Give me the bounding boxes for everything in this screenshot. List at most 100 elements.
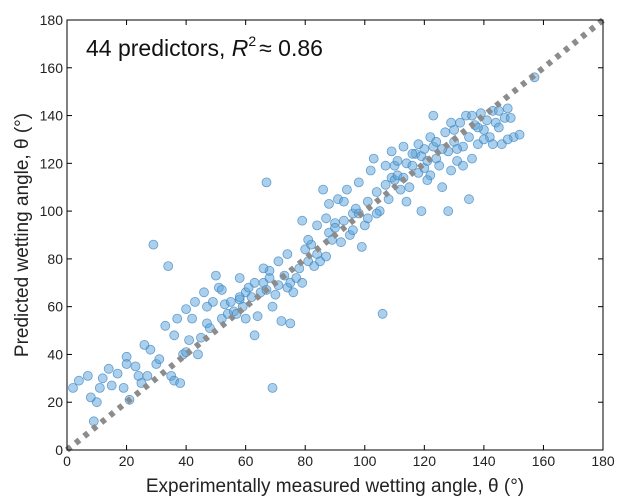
data-point [321,213,332,224]
data-point [187,313,198,324]
data-point [502,134,513,145]
x-tick-label: 100 [353,453,377,469]
data-point [112,368,123,379]
data-point [371,208,382,219]
data-point [285,318,296,329]
data-point [437,182,448,193]
data-point [487,139,498,150]
data-point [210,270,221,281]
data-point [273,256,284,267]
y-tick-label: 120 [40,155,64,171]
data-point [297,215,308,226]
data-point [193,349,203,360]
data-point [404,182,415,193]
data-point [85,392,96,403]
data-point [74,375,84,386]
data-point [336,237,346,248]
data-point [160,320,171,331]
data-point [464,132,474,143]
data-point [267,301,278,312]
y-tick-label: 80 [47,251,63,267]
x-tick-label: 120 [413,453,437,469]
data-point [82,370,93,381]
annotation-prefix: 44 predictors, [86,35,232,61]
data-point [252,311,263,322]
data-point [362,213,373,224]
data-point [139,339,150,350]
data-point [356,241,367,252]
data-point [225,296,236,307]
data-point [234,273,245,283]
data-point [103,363,114,374]
data-point [413,139,424,150]
data-point [94,382,105,393]
x-tick-label: 140 [472,453,496,469]
annotation-suffix: ≈ 0.86 [259,35,323,61]
data-point [478,134,489,145]
data-point [377,308,388,319]
data-point [368,153,379,164]
data-point [261,177,272,188]
data-point [97,373,108,384]
x-tick-label: 0 [63,453,71,469]
data-point [276,316,287,326]
data-point [443,206,454,217]
data-point [172,313,183,324]
data-point [318,184,329,195]
data-point [353,177,364,188]
y-tick-label: 160 [40,60,64,76]
y-tick-label: 0 [55,442,63,458]
data-point [199,287,209,298]
x-tick-label: 180 [591,453,615,469]
data-point [407,160,418,171]
data-point [341,184,352,195]
data-point [392,155,403,166]
x-tick-label: 60 [238,453,254,469]
data-point [422,175,433,186]
data-point [386,146,397,157]
data-point [458,160,468,171]
data-point [312,220,323,231]
data-point [234,292,245,303]
data-point [106,380,117,391]
data-point [154,354,165,365]
x-axis-label: Experimentally measured wetting angle, θ… [146,476,524,497]
data-point [288,287,299,298]
y-tick-label: 20 [47,394,63,410]
data-point [270,289,281,300]
y-tick-label: 60 [47,299,63,315]
data-point [428,110,439,121]
data-point [169,330,180,341]
data-point [380,160,391,171]
data-point [202,301,212,312]
data-point [321,251,332,262]
data-point [175,378,186,389]
data-point [68,382,78,393]
data-point [347,225,358,236]
data-point [407,148,418,159]
y-tick-label: 140 [40,108,64,124]
data-point [240,313,251,324]
annotation-superscript: 2 [248,33,256,49]
data-point [282,249,293,260]
data-point [467,110,477,121]
axis-ticks: 0 20 40 60 80 100 120 140 160 180 0 20 40 60 80 100 120 1… [40,12,615,469]
x-tick-label: 160 [532,453,556,469]
data-point [118,382,129,393]
data-point [190,296,200,307]
data-point [452,144,463,154]
data-point [88,416,99,427]
data-point [181,304,192,315]
data-point [371,187,382,197]
y-tick-label: 180 [40,12,64,28]
y-axis-label: Predicted wetting angle, θ (°) [12,113,33,357]
data-point [303,234,314,245]
data-point [502,103,513,114]
data-point [184,335,195,346]
data-point [267,382,278,393]
data-point [297,277,308,288]
data-point [148,239,159,250]
data-point [258,263,269,274]
data-point [493,122,504,133]
